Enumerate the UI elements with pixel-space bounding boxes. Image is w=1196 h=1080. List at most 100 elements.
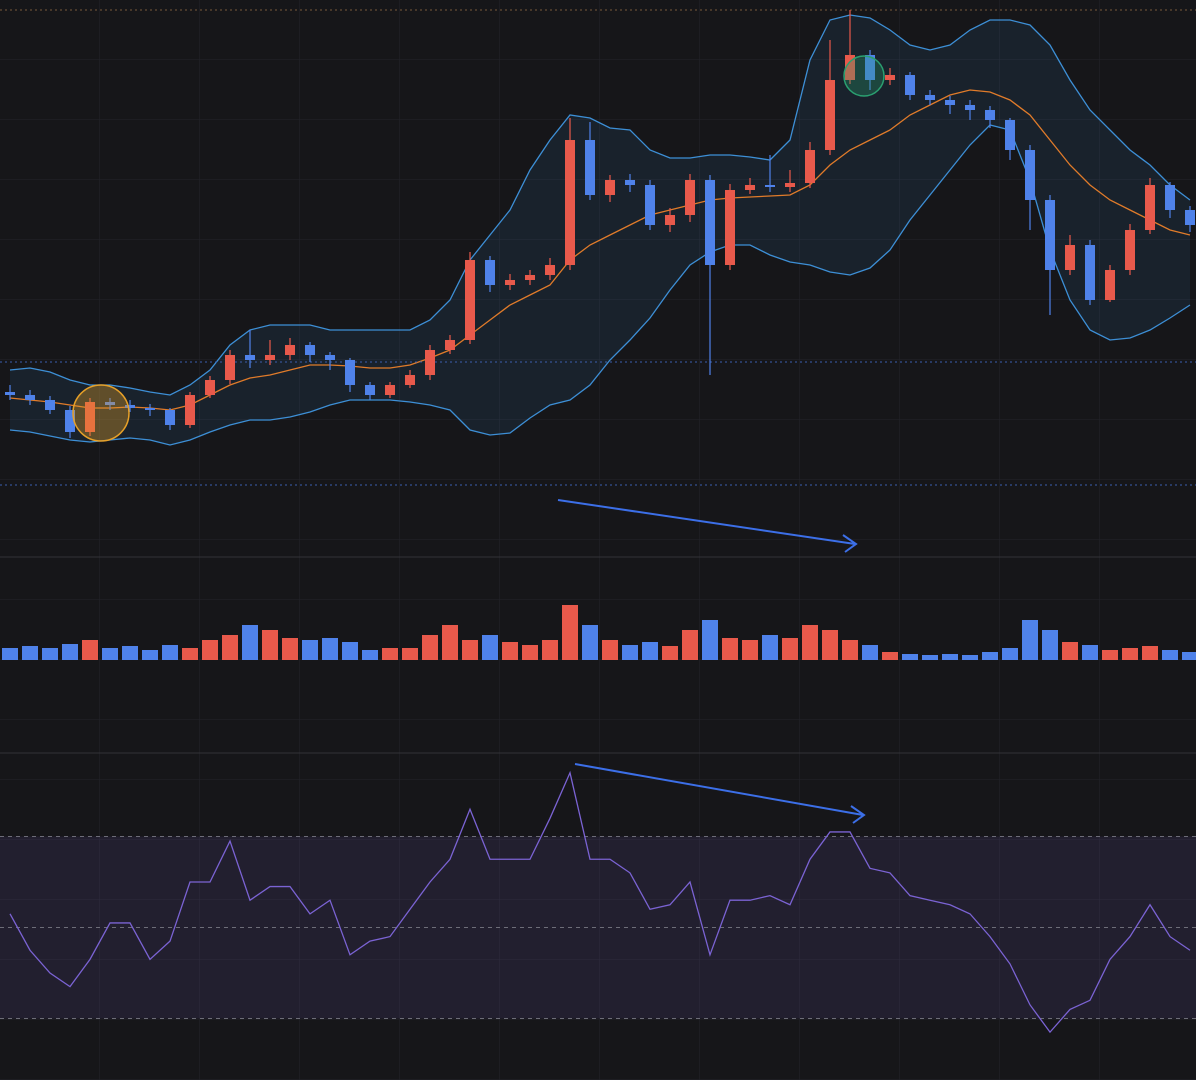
candle-body [1005,120,1015,150]
volume-bar [622,645,638,660]
volume-bar [962,655,978,660]
candle-body [105,402,115,405]
candle-body [785,183,795,187]
volume-bar [62,644,78,660]
candle-body [1025,150,1035,200]
volume-bar [562,605,578,660]
volume-bar [502,642,518,660]
volume-bar [1162,650,1178,660]
candle-body [25,395,35,400]
candle-body [505,280,515,285]
candle-body [1045,200,1055,270]
volume-bar [382,648,398,660]
volume-bar [22,646,38,660]
candle-body [805,150,815,183]
candle-body [185,395,195,425]
candle-body [5,392,15,395]
band-middle [9,89,1191,411]
candle-body [385,385,395,395]
volume-bar [942,654,958,660]
volume-bar [882,652,898,660]
highlight-circle [72,384,130,442]
volume-bar [102,648,118,660]
candle-body [325,355,335,360]
candle-body [905,75,915,95]
candle-body [665,215,675,225]
volume-bar [742,640,758,660]
volume-bar [822,630,838,660]
candle-body [885,75,895,80]
band-upper [9,14,1191,396]
candle-body [545,265,555,275]
layers [0,10,1196,1034]
candle-body [465,260,475,340]
band-fill [10,15,1190,445]
candle-body [265,355,275,360]
candle-body [745,185,755,190]
volume-bar [1122,648,1138,660]
candle-body [65,410,75,432]
level-band [0,836,1196,1019]
volume-bar [682,630,698,660]
candle-body [725,190,735,265]
volume-bar [782,638,798,660]
highlight-circle [843,55,885,97]
candle-body [945,100,955,105]
volume-bar [1182,652,1196,660]
volume-bar [922,655,938,660]
candle-body [1125,230,1135,270]
volume-bar [722,638,738,660]
volume-bar [142,650,158,660]
volume-bar [1002,648,1018,660]
volume-bar [162,645,178,660]
volume-bar [2,648,18,660]
candle-body [865,55,875,80]
volume-bar [282,638,298,660]
candle-body [145,408,155,410]
candle-body [165,410,175,425]
volume-bar [42,648,58,660]
volume-bar [1022,620,1038,660]
candle-body [645,185,655,225]
candle-body [405,375,415,385]
candle-body [365,385,375,395]
candle-body [705,180,715,265]
candle-body [625,180,635,185]
candle-body [565,140,575,265]
trend-arrow [557,499,858,553]
volume-bar [362,650,378,660]
volume-bar [402,648,418,660]
volume-bar [462,640,478,660]
volume-bar [762,635,778,660]
candle-body [345,360,355,385]
volume-bar [542,640,558,660]
volume-bar [662,646,678,660]
volume-bar [602,640,618,660]
candle-body [245,355,255,360]
candle-body [425,350,435,375]
band-lower [9,124,1191,446]
candle-body [1065,245,1075,270]
volume-bar [1142,646,1158,660]
rsi-line [9,770,1191,1034]
volume-bar [82,640,98,660]
volume-bar [422,635,438,660]
volume-bar [182,648,198,660]
candle-body [1145,185,1155,230]
candle-body [765,185,775,187]
candle-body [925,95,935,100]
volume-bar [982,652,998,660]
candle-body [525,275,535,280]
candle-body [85,402,95,432]
volume-bar [1062,642,1078,660]
candle-body [225,355,235,380]
volume-bar [1102,650,1118,660]
candle-body [845,55,855,80]
candle-body [305,345,315,355]
trend-arrow [574,763,866,824]
candle-body [1185,210,1195,225]
candle-body [1085,245,1095,300]
candle-body [1105,270,1115,300]
